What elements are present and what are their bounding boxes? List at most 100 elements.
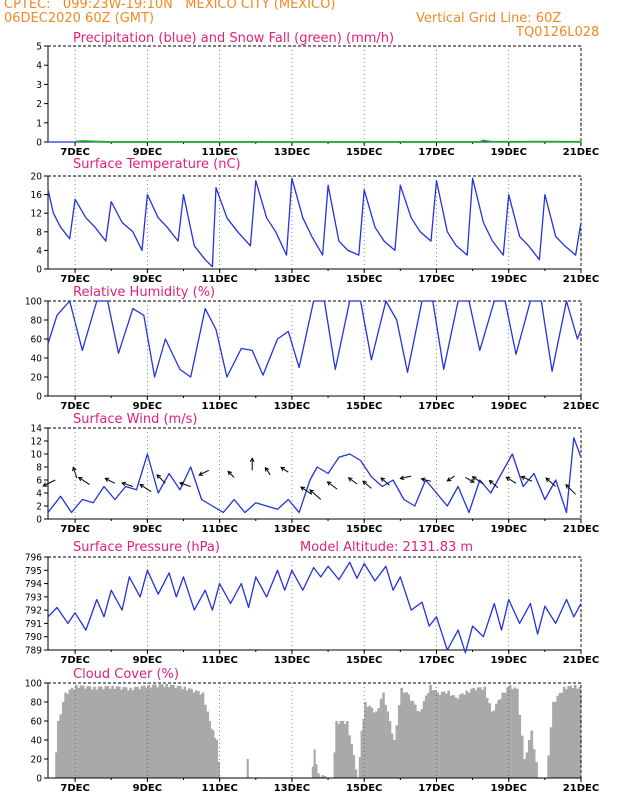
cloud-bar: [321, 775, 324, 778]
cloud-bar: [488, 703, 491, 778]
cloud-bar: [458, 694, 462, 778]
humidity-title: Relative Humidity (%): [73, 285, 215, 300]
cloud-bar: [341, 721, 345, 778]
cloud-bar: [474, 690, 478, 778]
cloud-bar: [208, 721, 211, 778]
cloud-bar: [313, 749, 316, 778]
cloud-bar: [99, 686, 103, 778]
cloud-bar: [443, 691, 446, 778]
y-tick-label: 2: [36, 502, 42, 513]
cloud-bar: [576, 688, 579, 778]
cloud-bar: [400, 687, 403, 779]
cloud-bar: [420, 709, 424, 778]
x-tick-label: 15DEC: [346, 274, 382, 285]
cloud-bar: [323, 776, 327, 778]
x-tick-label: 11DEC: [201, 783, 237, 794]
x-tick-label: 15DEC: [346, 783, 382, 794]
cloud-bar: [427, 693, 430, 778]
cloud-bar: [470, 688, 473, 778]
wind-arrow-head: [104, 477, 110, 482]
y-tick-label: 4: [36, 61, 42, 72]
cloud-bar: [174, 688, 178, 778]
cloud-bar: [55, 752, 58, 778]
cloud-bar: [377, 708, 381, 778]
y-tick-label: 10: [31, 450, 43, 461]
cloud-bar: [64, 692, 67, 778]
cloud-bar: [165, 684, 168, 778]
cloud-bar: [95, 689, 98, 778]
y-tick-label: 2: [36, 99, 42, 110]
y-tick-label: 5: [36, 42, 42, 53]
cloud-bar: [197, 691, 200, 778]
y-tick-label: 1: [36, 118, 42, 129]
x-tick-label: 15DEC: [346, 655, 382, 666]
cloud-bar: [516, 688, 519, 778]
wind-arrow: [139, 484, 152, 493]
cloud-bar: [75, 684, 78, 778]
cloud-bar: [556, 695, 559, 778]
y-tick-label: 20: [31, 172, 43, 183]
cloud-bar: [311, 766, 314, 778]
cloud-bar: [558, 692, 562, 778]
x-tick-label: 17DEC: [418, 655, 454, 666]
cloud-bar: [535, 762, 538, 778]
y-tick-label: 40: [31, 354, 43, 365]
wind-arrow: [42, 479, 56, 487]
x-tick-label: 17DEC: [418, 147, 454, 158]
cloud-bar: [523, 759, 526, 778]
cloud-bar: [210, 728, 213, 778]
cloud-bar: [354, 769, 358, 778]
cloud-bar: [106, 686, 110, 778]
y-tick-label: 4: [36, 489, 42, 500]
cloud-bar: [436, 692, 439, 778]
cloud-bar: [375, 711, 378, 778]
wind-arrow-head: [420, 477, 426, 482]
cloud-bar: [154, 684, 157, 778]
y-tick-label: 80: [31, 316, 43, 327]
y-tick-label: 4: [36, 246, 42, 257]
wind-arrow-head: [520, 475, 526, 481]
cloud-bar: [190, 688, 193, 778]
cloud-bar: [172, 685, 175, 778]
wind-arrow: [465, 476, 475, 483]
y-tick-label: 0: [36, 392, 42, 403]
cloud-bar: [370, 707, 374, 778]
cloud-bar: [113, 688, 117, 778]
y-tick-label: 794: [25, 579, 42, 590]
wind-arrow-head: [227, 470, 233, 476]
y-tick-label: 12: [31, 437, 42, 448]
x-tick-label: 13DEC: [274, 524, 310, 535]
pressure-annotation: Model Altitude: 2131.83 m: [300, 540, 473, 555]
cloud-bar: [497, 700, 500, 778]
x-tick-label: 9DEC: [133, 147, 162, 158]
x-tick-label: 11DEC: [201, 147, 237, 158]
x-tick-label: 19DEC: [491, 524, 527, 535]
cloud-bar: [461, 693, 464, 778]
y-tick-label: 80: [31, 698, 43, 709]
cloud-bar: [315, 764, 318, 778]
wind-arrow-head: [264, 466, 270, 472]
cloud-bar: [194, 690, 198, 778]
x-tick-label: 17DEC: [418, 401, 454, 412]
cloud-bar: [382, 692, 385, 778]
wind-arrow-head: [545, 477, 551, 483]
cloud-bar: [525, 752, 529, 778]
cloud-bar: [206, 711, 210, 778]
cloud-bar: [333, 752, 336, 778]
wind-panel: 7DEC 9DEC 11DEC 13DEC 15DEC 17DEC 19DEC 21DEC 0 2…: [31, 412, 600, 535]
cloud-bar: [495, 703, 498, 778]
temperature-line: [47, 177, 582, 268]
precip-title: Precipitation (blue) and Snow Fall (gree…: [73, 31, 394, 46]
cloud-bar: [72, 689, 76, 778]
wind-arrow-head: [488, 479, 494, 485]
cloud-bar: [411, 701, 415, 778]
y-tick-label: 8: [36, 463, 42, 474]
cloud-bar: [422, 700, 426, 778]
cloud-bar: [449, 695, 453, 778]
cloud-bar: [508, 684, 512, 778]
cloud-bar: [360, 730, 363, 778]
cloud-bar: [368, 705, 371, 778]
cloud-bar: [393, 740, 396, 778]
cloud-bar: [472, 687, 476, 779]
precip-frame: [47, 45, 582, 143]
